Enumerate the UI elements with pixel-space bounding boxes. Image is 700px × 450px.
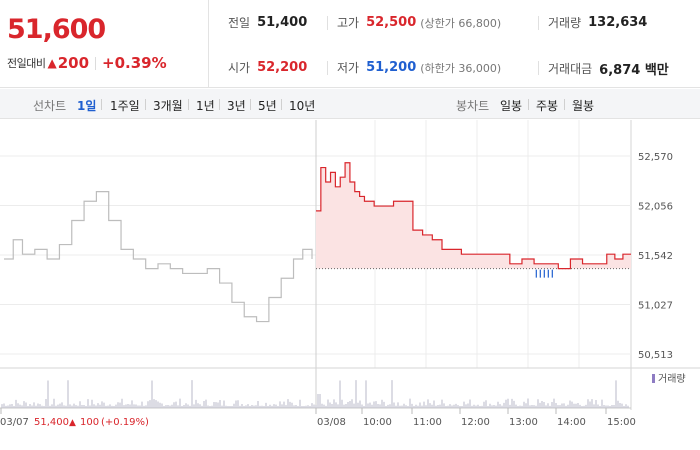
divider — [281, 99, 282, 110]
stat-value: 52,500 — [366, 15, 417, 30]
upper-limit: (상한가 66,800) — [420, 16, 502, 30]
divider — [188, 99, 189, 110]
volume-legend-label: 거래량 — [658, 373, 686, 385]
tab-period-5y[interactable]: 5년 — [258, 99, 277, 113]
today-series — [316, 162, 631, 278]
chart-grid — [0, 120, 700, 410]
change-percent: +0.39% — [102, 54, 167, 72]
today-down-segment — [535, 269, 553, 278]
stat-label: 고가 — [337, 16, 360, 30]
price-change-row: 전일대비 ▲ 200 +0.39% — [7, 54, 167, 72]
current-price-panel: 51,600 전일대비 ▲ 200 +0.39% — [0, 0, 209, 88]
y-tick-label: 52,056 — [638, 201, 673, 212]
x-tick-label: 15:00 — [607, 417, 636, 428]
candle-chart-label: 봉차트 — [456, 99, 490, 113]
x-tick-label: 14:00 — [557, 417, 586, 428]
tab-period-1y[interactable]: 1년 — [196, 99, 215, 113]
prev-day-line — [4, 191, 313, 323]
divider — [538, 16, 539, 30]
today-up-area — [316, 162, 631, 269]
divider — [327, 61, 328, 75]
stats-panel: 전일 51,400 고가 52,500 (상한가 66,800) 거래량 132… — [210, 0, 700, 88]
current-price: 51,600 — [7, 14, 106, 45]
divider — [95, 56, 97, 70]
today-price-line — [316, 162, 631, 270]
tab-period-1d[interactable]: 1일 — [77, 99, 97, 113]
divider — [327, 16, 328, 30]
price-chart: 52,570 52,056 51,542 51,027 50,513 거래량 03/07… — [0, 120, 700, 428]
x-axis: 03/07 03/08 10:00 11:00 12:00 13:00 14:00 15:00 — [0, 408, 636, 428]
y-tick-label: 50,513 — [638, 350, 673, 361]
stat-amount: 거래대금 6,874 백만 — [548, 59, 669, 78]
y-tick-label: 52,570 — [638, 152, 673, 163]
tab-period-3m[interactable]: 3개월 — [153, 99, 183, 113]
line-chart-label: 선차트 — [33, 99, 67, 113]
divider — [101, 99, 102, 110]
volume-chart: 거래량 — [0, 367, 700, 409]
stat-value: 132,634 — [588, 15, 648, 30]
up-triangle-icon: ▲ — [69, 418, 76, 428]
stat-label: 시가 — [228, 61, 251, 75]
prev-day-info: 51,400 ▲ 100 (+0.19%) — [34, 417, 149, 428]
y-tick-label: 51,027 — [638, 301, 673, 312]
prev-day-close: 51,400 — [34, 417, 69, 428]
prev-day-percent: (+0.19%) — [101, 417, 149, 428]
tab-candle-weekly[interactable]: 주봉 — [536, 99, 559, 113]
up-triangle-icon: ▲ — [47, 56, 57, 70]
stat-label: 거래대금 — [548, 62, 593, 76]
tab-period-10y[interactable]: 10년 — [289, 99, 316, 113]
divider — [528, 99, 529, 110]
x-tick-label: 03/07 — [0, 417, 29, 428]
stat-value: 52,200 — [257, 60, 308, 75]
change-value: 200 — [57, 54, 90, 72]
stat-volume: 거래량 132,634 — [548, 14, 647, 31]
stat-label: 저가 — [337, 61, 360, 75]
tab-period-3y[interactable]: 3년 — [227, 99, 246, 113]
stat-high: 고가 52,500 (상한가 66,800) — [337, 14, 501, 31]
stat-prev-close: 전일 51,400 — [228, 14, 307, 31]
divider — [538, 61, 539, 75]
lower-limit: (하한가 36,000) — [420, 61, 502, 75]
price-summary: 51,600 전일대비 ▲ 200 +0.39% 전일 51,400 고가 52… — [0, 0, 700, 88]
tab-candle-daily[interactable]: 일봉 — [500, 99, 523, 113]
stat-label: 전일 — [228, 16, 251, 30]
stat-label: 거래량 — [548, 16, 582, 30]
x-tick-label: 11:00 — [413, 417, 442, 428]
chart-tab-bar: 선차트 1일 1주일 3개월 1년 3년 5년 10년 봉차트 일봉 주봉 월봉 — [0, 89, 700, 119]
prev-day-series — [4, 191, 313, 323]
y-axis: 52,570 52,056 51,542 51,027 50,513 — [638, 152, 673, 361]
x-tick-label: 12:00 — [461, 417, 490, 428]
volume-legend-swatch — [652, 374, 655, 383]
stat-value: 51,200 — [366, 60, 417, 75]
y-tick-label: 51,542 — [638, 251, 673, 262]
stat-low: 저가 51,200 (하한가 36,000) — [337, 59, 501, 76]
divider — [564, 99, 565, 110]
prev-day-change: 100 — [80, 417, 99, 428]
x-tick-label: 10:00 — [363, 417, 392, 428]
x-tick-label: 03/08 — [317, 417, 346, 428]
stat-open: 시가 52,200 — [228, 59, 307, 76]
stat-value: 51,400 — [257, 15, 308, 30]
tab-period-1w[interactable]: 1주일 — [110, 99, 140, 113]
divider — [250, 99, 251, 110]
stat-value: 6,874 백만 — [599, 63, 669, 78]
divider — [219, 99, 220, 110]
divider — [145, 99, 146, 110]
change-label: 전일대비 — [7, 57, 46, 70]
tab-candle-monthly[interactable]: 월봉 — [572, 99, 595, 113]
x-tick-label: 13:00 — [509, 417, 538, 428]
